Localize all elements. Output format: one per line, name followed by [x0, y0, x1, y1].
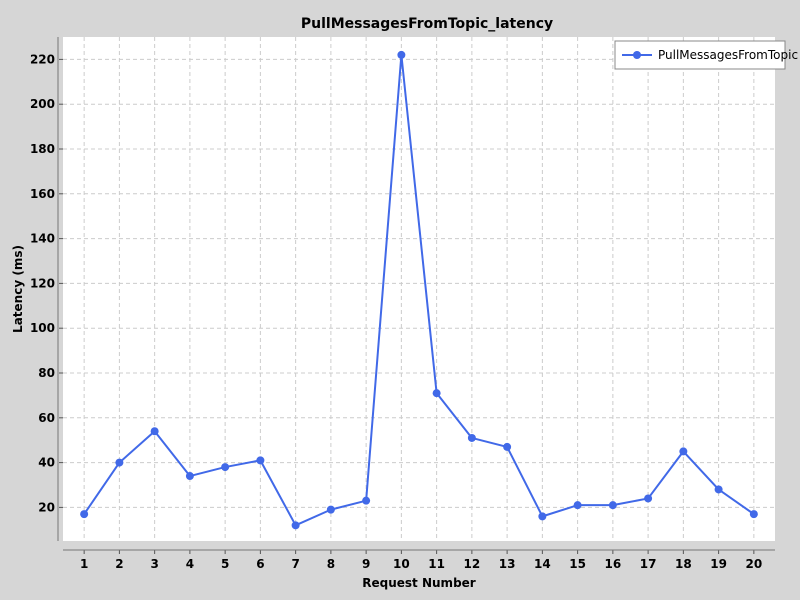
x-tick-label: 18 [675, 557, 692, 571]
x-tick-label: 2 [115, 557, 123, 571]
y-axis-label: Latency (ms) [11, 245, 25, 333]
data-point [503, 442, 512, 451]
x-tick-label: 11 [428, 557, 445, 571]
x-tick-label: 8 [327, 557, 335, 571]
data-point [432, 389, 441, 398]
y-tick-label: 40 [38, 456, 55, 470]
x-tick-label: 5 [221, 557, 229, 571]
data-point [150, 427, 159, 436]
x-tick-label: 12 [464, 557, 481, 571]
data-point [644, 494, 653, 503]
series-line [83, 53, 755, 527]
y-tick-label: 160 [30, 187, 55, 201]
data-point [80, 510, 89, 519]
x-tick-label: 16 [605, 557, 622, 571]
x-tick-label: 13 [499, 557, 516, 571]
y-tick-label: 80 [38, 366, 55, 380]
x-tick-label: 6 [256, 557, 264, 571]
data-point [256, 456, 265, 465]
series-lines [83, 53, 755, 527]
x-tick-label: 1 [80, 557, 88, 571]
data-point [397, 50, 406, 59]
x-tick-label: 3 [150, 557, 158, 571]
y-tick-labels: 20 40 60 80 100 120 140 160 180 200 220 [30, 52, 55, 514]
data-point [749, 510, 758, 519]
x-tick-label: 7 [291, 557, 299, 571]
axes [57, 37, 775, 554]
legend: PullMessagesFromTopic [614, 40, 798, 70]
data-point [714, 485, 723, 494]
x-tick-label: 15 [569, 557, 586, 571]
data-point [679, 447, 688, 456]
x-tick-label: 17 [640, 557, 657, 571]
plot-area [63, 37, 775, 541]
data-point [115, 458, 124, 467]
data-point [326, 505, 335, 514]
y-tick-label: 140 [30, 232, 55, 246]
data-point [467, 433, 476, 442]
data-point [362, 496, 371, 505]
y-tick-label: 180 [30, 142, 55, 156]
chart-title: PullMessagesFromTopic_latency [301, 16, 553, 32]
data-point [608, 501, 617, 510]
data-point [221, 463, 230, 472]
y-tick-label: 200 [30, 97, 55, 111]
x-tick-label: 10 [393, 557, 410, 571]
data-point [291, 521, 300, 530]
data-point [185, 472, 194, 481]
y-tick-label: 120 [30, 276, 55, 290]
grid-lines [63, 37, 775, 541]
x-axis-label: Request Number [362, 576, 476, 590]
x-tick-label: 20 [745, 557, 762, 571]
x-tick-label: 14 [534, 557, 551, 571]
series-points [80, 50, 758, 530]
y-tick-label: 20 [38, 500, 55, 514]
x-tick-labels: 1 2 3 4 5 6 7 8 9 10 11 12 13 14 15 16 17 18 19 20 [80, 557, 762, 571]
x-tick-label: 4 [186, 557, 194, 571]
data-point [538, 512, 547, 521]
legend-label: PullMessagesFromTopic [658, 48, 798, 62]
y-tick-label: 220 [30, 52, 55, 66]
y-tick-label: 100 [30, 321, 55, 335]
x-tick-label: 9 [362, 557, 370, 571]
data-point [573, 501, 582, 510]
x-tick-label: 19 [710, 557, 727, 571]
y-tick-label: 60 [38, 411, 55, 425]
legend-marker [633, 51, 641, 59]
